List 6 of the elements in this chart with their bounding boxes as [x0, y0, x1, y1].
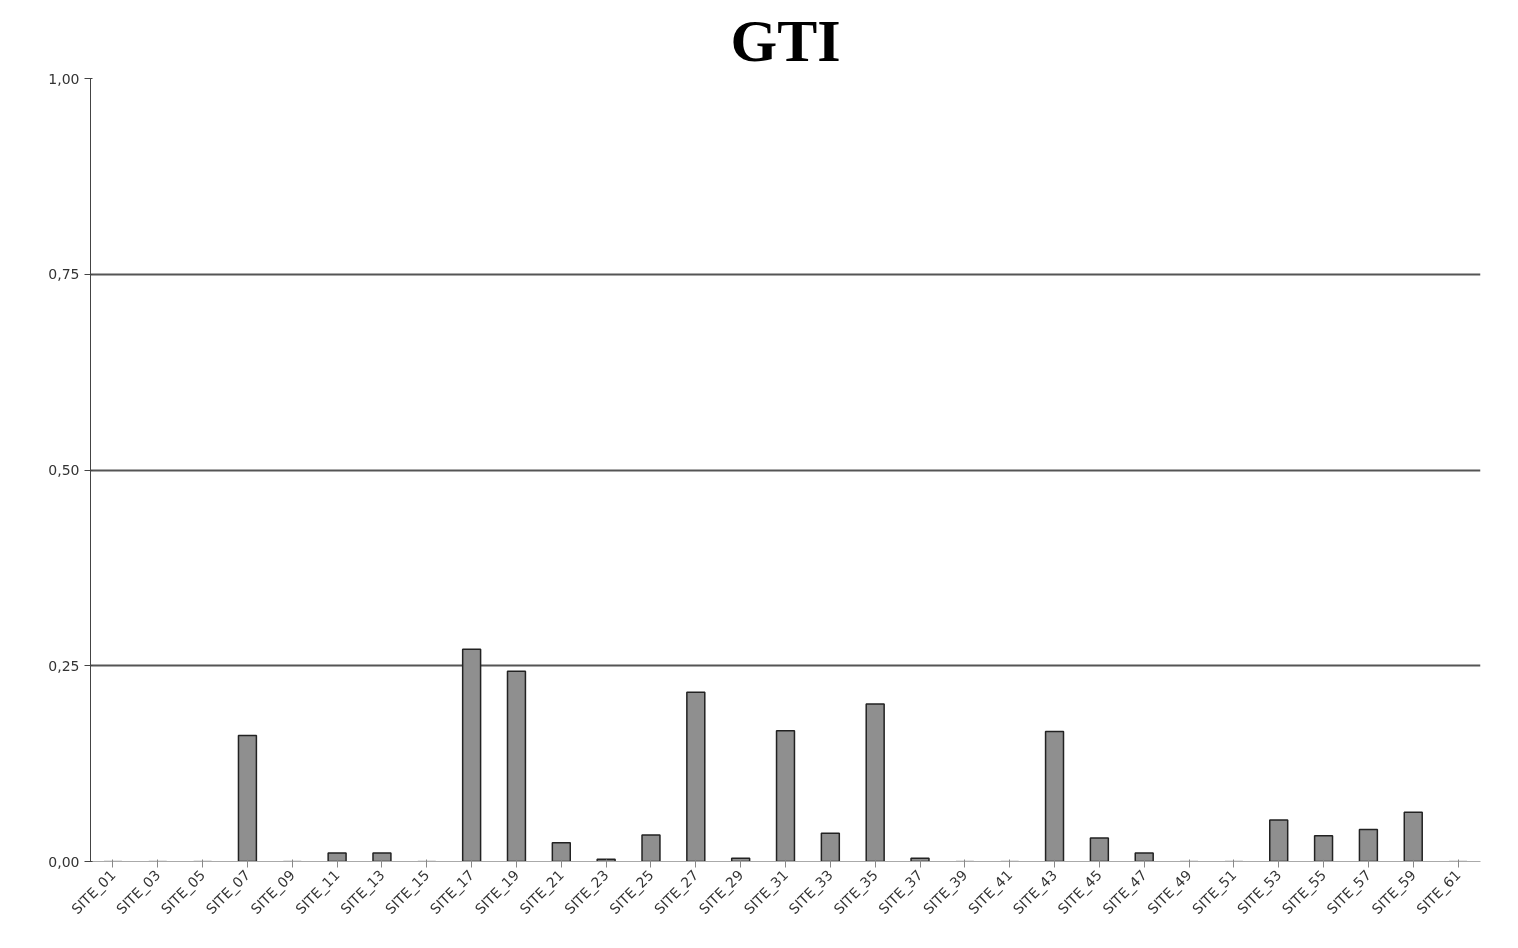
- y-tick-label: 0,00: [48, 853, 80, 870]
- y-tick-label: 0,75: [48, 266, 80, 283]
- chart-title: GTI: [730, 7, 841, 74]
- y-tick-label: 0,25: [48, 657, 80, 674]
- y-tick-label: 0,50: [48, 462, 80, 478]
- y-tick-label: 1,00: [48, 70, 80, 87]
